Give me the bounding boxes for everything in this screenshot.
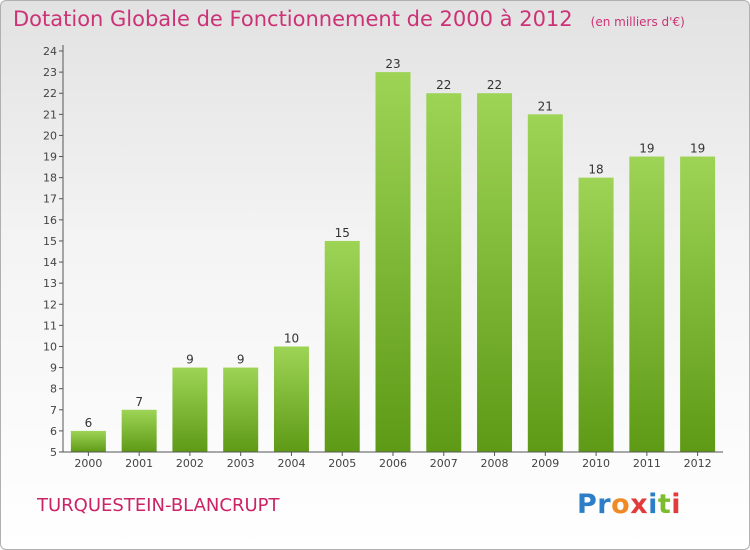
x-tick-label-2003: 2003 xyxy=(227,457,255,470)
y-tick-label-22: 22 xyxy=(43,87,57,100)
chart-title: Dotation Globale de Fonctionnement de 20… xyxy=(13,7,573,31)
x-tick-label-2007: 2007 xyxy=(430,457,458,470)
y-tick-label-19: 19 xyxy=(43,151,57,164)
x-tick-label-2002: 2002 xyxy=(176,457,204,470)
logo-letter: i xyxy=(671,489,682,520)
bar-2001 xyxy=(121,409,157,452)
x-axis: 2000 2001 2002 2003 2004 2005 2006 2007 2008 2009… xyxy=(63,451,723,470)
x-tick-label-2009: 2009 xyxy=(531,457,559,470)
y-tick-label-6: 6 xyxy=(50,425,57,438)
commune-name: TURQUESTEIN-BLANCRUPT xyxy=(37,495,280,516)
bar-2008 xyxy=(477,93,513,453)
data-label-2004: 10 xyxy=(284,331,299,345)
data-label-2009: 21 xyxy=(538,99,553,113)
bar-2006 xyxy=(375,72,411,453)
bar-2003 xyxy=(223,367,259,452)
data-label-2006: 23 xyxy=(385,57,400,71)
y-tick-label-13: 13 xyxy=(43,277,57,290)
x-tick-label-2004: 2004 xyxy=(277,457,305,470)
logo-letter: r xyxy=(597,489,612,520)
bar-2009 xyxy=(527,114,563,452)
y-tick-label-11: 11 xyxy=(43,319,57,332)
bar-2002 xyxy=(172,367,208,452)
y-tick-label-8: 8 xyxy=(50,383,57,396)
x-tick-label-2000: 2000 xyxy=(74,457,102,470)
logo-letter: o xyxy=(611,489,631,520)
y-tick-label-17: 17 xyxy=(43,193,57,206)
data-label-2002: 9 xyxy=(186,353,194,367)
x-tick-label-2006: 2006 xyxy=(379,457,407,470)
bar-2011 xyxy=(629,156,665,453)
bar-2007 xyxy=(426,93,462,453)
y-tick-label-7: 7 xyxy=(50,404,57,417)
chart-title-block: Dotation Globale de Fonctionnement de 20… xyxy=(13,7,685,31)
y-tick-label-9: 9 xyxy=(50,362,57,375)
logo-letter: t xyxy=(657,489,672,520)
y-tick-label-16: 16 xyxy=(43,214,57,227)
bar-2010 xyxy=(578,177,614,452)
data-label-2007: 22 xyxy=(436,78,451,92)
y-tick-label-5: 5 xyxy=(50,446,57,459)
bar-2005 xyxy=(324,240,360,452)
y-tick-label-18: 18 xyxy=(43,172,57,185)
bar-2000 xyxy=(70,430,106,452)
data-label-2005: 15 xyxy=(335,226,350,240)
y-tick-label-15: 15 xyxy=(43,235,57,248)
proxiti-logo: Proxiti xyxy=(577,489,681,520)
y-axis: 5 6 7 8 9 10 11 12 13 14 15 16 17 18 19 20 21 22 23 24 xyxy=(43,45,64,459)
x-tick-label-2008: 2008 xyxy=(481,457,509,470)
bar-2004 xyxy=(273,346,309,452)
y-tick-label-12: 12 xyxy=(43,298,57,311)
y-tick-label-24: 24 xyxy=(43,45,57,58)
x-tick-label-2010: 2010 xyxy=(582,457,610,470)
data-label-2001: 7 xyxy=(135,395,143,409)
y-tick-label-21: 21 xyxy=(43,108,57,121)
logo-letter: i xyxy=(648,489,658,520)
y-tick-label-20: 20 xyxy=(43,129,57,142)
logo-letter: P xyxy=(577,489,598,520)
bars-group: 6 7 9 9 10 15 23 22 22 21 18 19 19 xyxy=(70,57,716,453)
data-label-2003: 9 xyxy=(237,353,245,367)
unit-note: (en milliers d'€) xyxy=(590,15,685,29)
y-tick-label-14: 14 xyxy=(43,256,57,269)
data-label-2008: 22 xyxy=(487,78,502,92)
data-label-2011: 19 xyxy=(639,142,654,156)
data-label-2000: 6 xyxy=(85,416,93,430)
logo-letter: x xyxy=(630,489,649,520)
bar-2012 xyxy=(680,156,716,453)
data-label-2012: 19 xyxy=(690,142,705,156)
x-tick-label-2001: 2001 xyxy=(125,457,153,470)
y-tick-label-23: 23 xyxy=(43,66,57,79)
x-tick-label-2012: 2012 xyxy=(684,457,712,470)
x-tick-label-2011: 2011 xyxy=(633,457,661,470)
x-tick-label-2005: 2005 xyxy=(328,457,356,470)
y-tick-label-10: 10 xyxy=(43,340,57,353)
data-label-2010: 18 xyxy=(588,163,603,177)
